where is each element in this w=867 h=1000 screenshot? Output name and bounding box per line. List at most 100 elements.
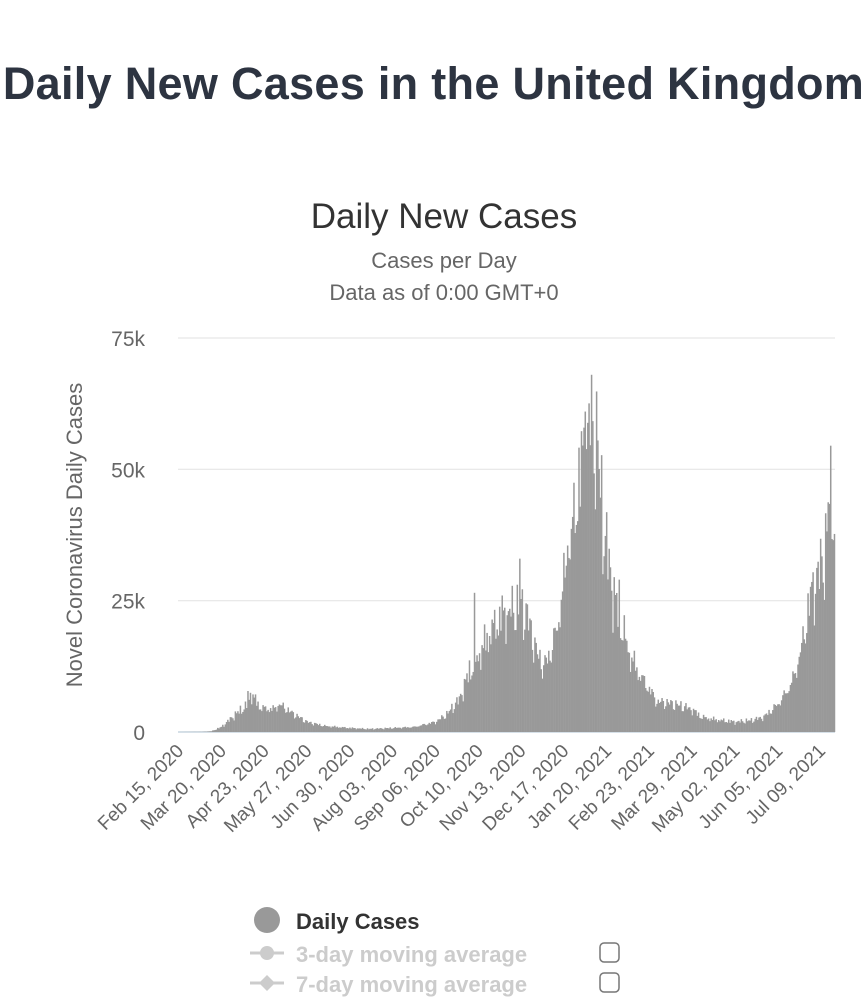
bar	[506, 615, 509, 732]
bar	[648, 686, 651, 732]
bar	[390, 728, 393, 732]
bar	[531, 649, 534, 732]
legend-item-3-day-moving-average[interactable]: 3-day moving average	[250, 942, 527, 967]
bar	[628, 652, 631, 732]
bar	[754, 718, 756, 732]
bar	[568, 557, 570, 732]
bar	[415, 726, 418, 732]
y-tick-label: 50k	[111, 459, 145, 482]
bar	[232, 718, 234, 732]
bar	[623, 615, 626, 732]
bar	[750, 718, 753, 732]
bar	[652, 691, 655, 732]
bar	[380, 728, 383, 732]
bar	[616, 592, 618, 732]
bar	[558, 622, 560, 732]
bar	[565, 565, 568, 732]
bar	[663, 709, 666, 732]
bar	[729, 722, 731, 732]
bar	[675, 700, 677, 732]
bar	[276, 711, 278, 732]
bar	[614, 595, 617, 732]
bar	[561, 591, 564, 732]
bar	[604, 535, 607, 732]
bar	[783, 690, 785, 732]
bar	[656, 703, 658, 732]
bar	[672, 709, 675, 732]
bar	[553, 628, 555, 732]
bar	[829, 445, 832, 732]
bar	[370, 728, 373, 732]
bar	[375, 728, 378, 732]
bar	[543, 665, 545, 732]
bar	[790, 682, 793, 732]
bar	[784, 693, 787, 732]
bar	[695, 710, 697, 732]
bar	[579, 506, 582, 732]
bar	[642, 675, 644, 732]
bar	[305, 720, 307, 732]
bar	[598, 468, 600, 732]
bar	[534, 637, 536, 732]
bar	[575, 524, 578, 732]
bar	[228, 721, 230, 732]
bar	[526, 604, 529, 732]
bar	[782, 695, 784, 732]
bar	[438, 719, 441, 732]
legend-item-daily-cases[interactable]: Daily Cases	[254, 907, 420, 934]
bar	[463, 678, 466, 732]
legend-marker-circle-icon	[260, 946, 274, 960]
bar	[823, 599, 826, 732]
bar	[360, 728, 363, 732]
bar	[336, 726, 339, 732]
bar	[735, 722, 738, 732]
bar	[477, 661, 480, 732]
bar	[433, 721, 436, 732]
bar	[359, 728, 361, 732]
bar	[624, 638, 627, 732]
bar	[739, 722, 741, 732]
bar	[425, 725, 428, 732]
bar	[488, 636, 491, 732]
bar	[770, 713, 773, 732]
legend-toggle-checkbox[interactable]	[599, 942, 620, 963]
bar	[388, 728, 390, 732]
bar	[379, 728, 381, 732]
bar	[483, 624, 486, 732]
bar	[428, 722, 430, 732]
bar	[653, 697, 656, 732]
bar	[340, 727, 342, 732]
bar	[582, 445, 584, 732]
bar	[633, 650, 636, 732]
bar	[227, 719, 229, 732]
bar	[264, 706, 267, 732]
bar	[486, 632, 488, 732]
bar	[681, 711, 683, 732]
bar	[548, 650, 550, 732]
bar	[327, 726, 330, 732]
bar	[585, 449, 588, 732]
legend-item-7-day-moving-average[interactable]: 7-day moving average	[250, 972, 527, 997]
bar	[545, 657, 548, 732]
bar	[546, 663, 549, 732]
bar	[584, 411, 587, 732]
bar	[608, 548, 610, 732]
bar	[683, 706, 686, 732]
legend-marker-diamond-icon	[259, 975, 275, 991]
bar	[449, 709, 452, 732]
legend-toggle-checkbox[interactable]	[599, 972, 620, 993]
bar	[740, 719, 743, 732]
bar	[715, 719, 717, 732]
bar	[391, 728, 394, 732]
bar	[519, 558, 521, 732]
bar	[505, 643, 507, 732]
bar	[434, 724, 437, 732]
bar	[209, 731, 211, 732]
bar	[509, 608, 511, 732]
legend-label: 7-day moving average	[296, 972, 527, 997]
bar	[738, 720, 740, 732]
bar	[704, 717, 706, 732]
bar	[368, 729, 370, 732]
bar	[341, 726, 344, 732]
bar	[326, 726, 329, 732]
